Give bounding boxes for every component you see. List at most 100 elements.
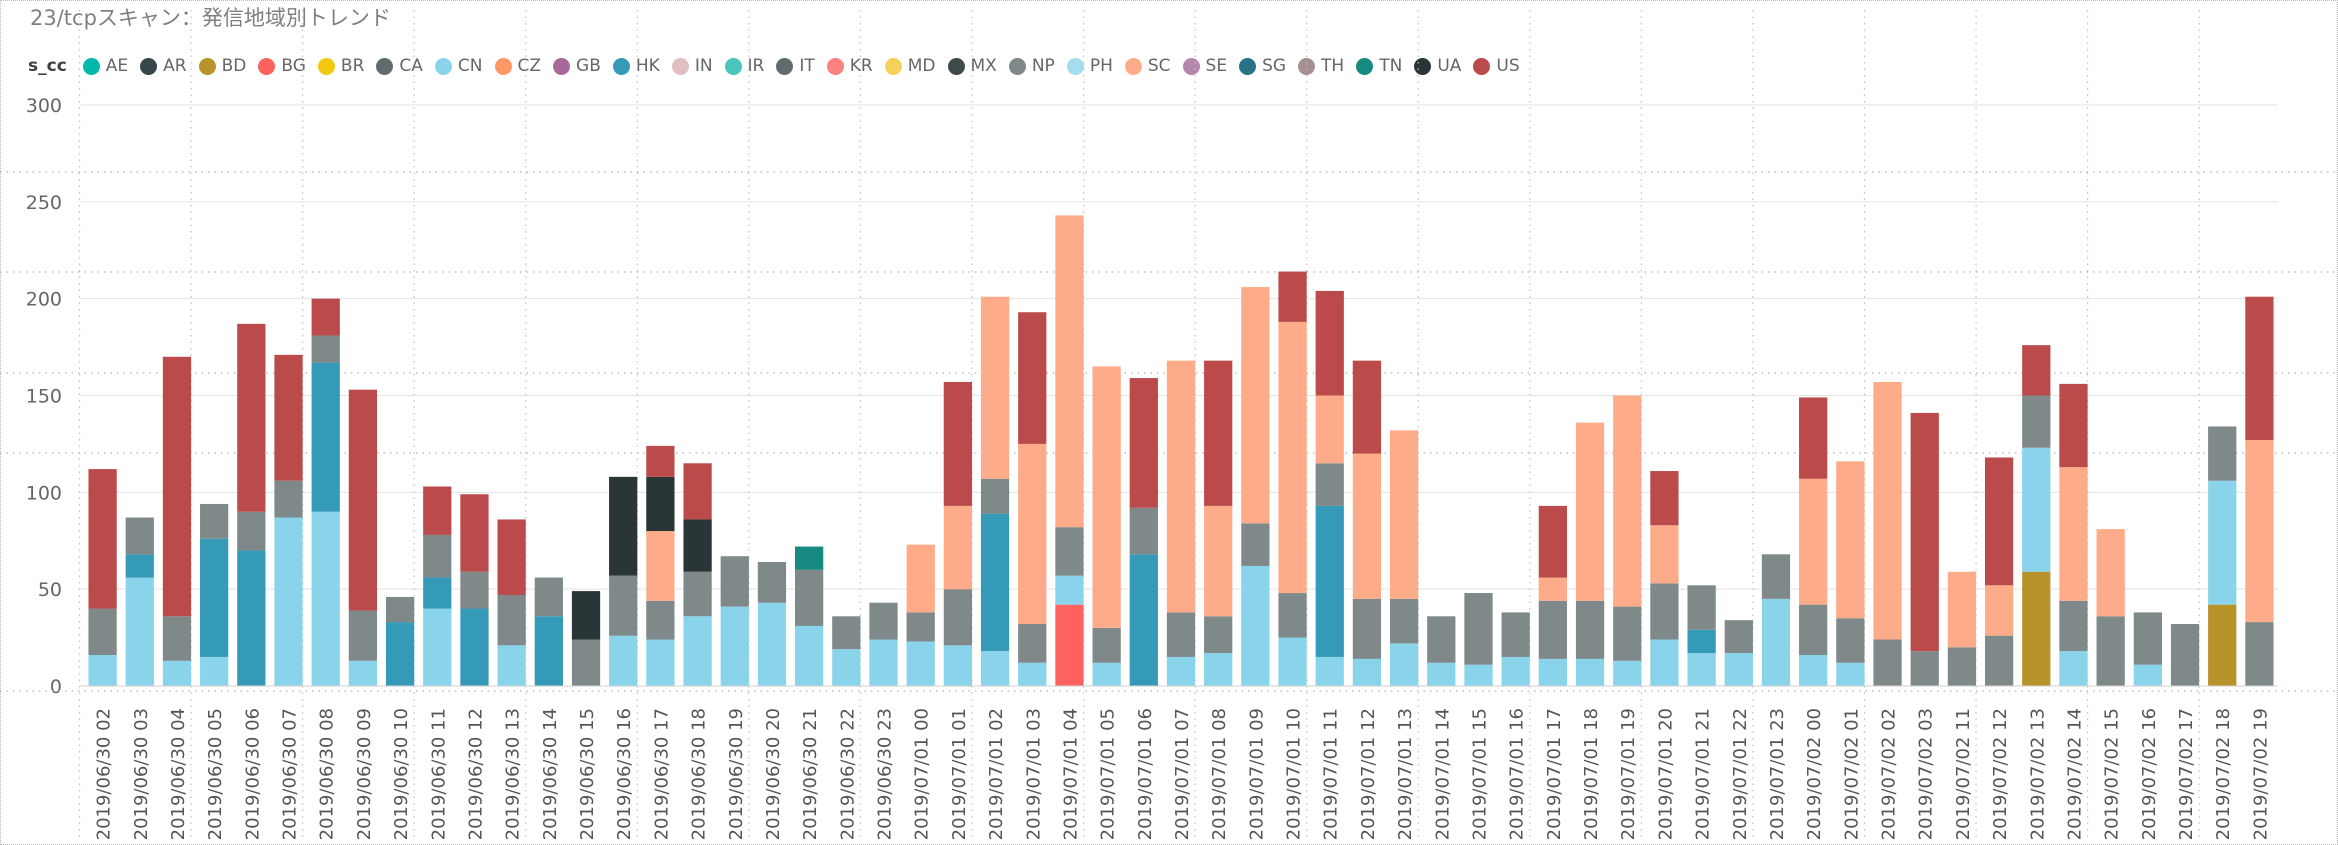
bar-stack[interactable]	[88, 469, 117, 686]
bar-segment-np[interactable]	[1873, 639, 1902, 686]
bar-segment-np[interactable]	[1687, 585, 1716, 630]
bar-segment-sc[interactable]	[1947, 571, 1977, 648]
bar-segment-hk[interactable]	[534, 616, 563, 686]
bar-segment-us[interactable]	[2059, 383, 2088, 468]
bar-segment-np[interactable]	[162, 616, 192, 661]
bar-segment-cn[interactable]	[795, 625, 824, 686]
legend-entry-mx[interactable]: MX	[947, 56, 997, 76]
bar-segment-np[interactable]	[1836, 618, 1865, 663]
bar-segment-sc[interactable]	[980, 296, 1010, 479]
bar-segment-cn[interactable]	[2133, 664, 2162, 686]
bar-segment-np[interactable]	[1055, 527, 1084, 576]
bar-stack[interactable]	[1613, 395, 1642, 687]
bar-stack[interactable]	[1761, 554, 1791, 686]
bar-segment-np[interactable]	[906, 612, 935, 642]
bar-segment-np[interactable]	[1613, 606, 1642, 661]
bar-segment-us[interactable]	[348, 389, 378, 611]
bar-segment-sc[interactable]	[1873, 381, 1902, 640]
bar-segment-us[interactable]	[88, 469, 117, 609]
legend-entry-tn[interactable]: TN	[1356, 56, 1402, 76]
bar-segment-sc[interactable]	[1352, 453, 1382, 599]
bar-stack[interactable]	[534, 577, 563, 686]
bar-segment-cn[interactable]	[2208, 480, 2237, 605]
legend-entry-se[interactable]: SE	[1182, 56, 1227, 76]
bar-segment-np[interactable]	[2245, 622, 2274, 686]
bar-segment-np[interactable]	[534, 577, 563, 617]
bar-stack[interactable]	[1278, 271, 1307, 686]
bar-segment-np[interactable]	[1799, 604, 1828, 656]
bar-segment-sc[interactable]	[1538, 577, 1567, 601]
bar-segment-np[interactable]	[980, 478, 1010, 514]
bar-stack[interactable]	[980, 296, 1010, 686]
bar-segment-np[interactable]	[943, 589, 973, 646]
bar-segment-cn[interactable]	[1650, 639, 1679, 686]
legend-entry-in[interactable]: IN	[671, 56, 713, 76]
bar-segment-np[interactable]	[274, 480, 303, 518]
bar-segment-cn[interactable]	[832, 649, 861, 686]
bar-segment-hk[interactable]	[980, 513, 1010, 652]
bar-segment-cn[interactable]	[609, 635, 638, 686]
bar-segment-sc[interactable]	[1204, 505, 1233, 617]
legend-entry-cz[interactable]: CZ	[494, 56, 541, 76]
bar-segment-np[interactable]	[88, 608, 117, 656]
bar-stack[interactable]	[1687, 585, 1716, 686]
bar-segment-cn[interactable]	[980, 651, 1010, 686]
legend-entry-gb[interactable]: GB	[553, 56, 601, 76]
bar-segment-np[interactable]	[757, 562, 787, 603]
bar-stack[interactable]	[1799, 397, 1828, 686]
bar-segment-np[interactable]	[1315, 463, 1344, 506]
bar-stack[interactable]	[943, 381, 973, 686]
bar-segment-us[interactable]	[1910, 412, 1939, 652]
legend-entry-ca[interactable]: CA	[376, 56, 423, 76]
bar-stack[interactable]	[1352, 360, 1382, 686]
bar-segment-us[interactable]	[1352, 360, 1382, 454]
bar-segment-hk[interactable]	[423, 577, 452, 609]
bar-segment-cn[interactable]	[1761, 598, 1791, 686]
bar-segment-sc[interactable]	[1092, 366, 1121, 628]
bar-stack[interactable]	[832, 616, 861, 686]
bar-segment-cn[interactable]	[1278, 637, 1307, 686]
bar-segment-np[interactable]	[237, 511, 266, 551]
bar-segment-np[interactable]	[497, 594, 526, 646]
bar-segment-np[interactable]	[1018, 624, 1047, 663]
bar-segment-np[interactable]	[869, 602, 898, 640]
bar-segment-us[interactable]	[237, 323, 266, 512]
bar-stack[interactable]	[1984, 457, 2014, 686]
bar-segment-np[interactable]	[720, 556, 749, 607]
bar-segment-np[interactable]	[1984, 635, 2014, 686]
bar-segment-hk[interactable]	[1129, 554, 1158, 686]
bar-segment-cn[interactable]	[423, 608, 452, 686]
bar-segment-cn[interactable]	[88, 655, 117, 686]
bar-stack[interactable]	[683, 463, 712, 686]
bar-segment-cn[interactable]	[311, 511, 340, 686]
bar-segment-hk[interactable]	[311, 362, 340, 512]
bar-segment-cn[interactable]	[1464, 664, 1493, 686]
bar-stack[interactable]	[1315, 290, 1344, 686]
bar-segment-sc[interactable]	[1575, 422, 1605, 601]
bar-segment-cn[interactable]	[869, 639, 898, 686]
bar-stack[interactable]	[609, 476, 638, 686]
bar-segment-np[interactable]	[2022, 395, 2051, 448]
bar-segment-cn[interactable]	[1315, 656, 1344, 686]
bar-stack[interactable]	[1873, 381, 1902, 686]
bar-segment-cn[interactable]	[497, 645, 526, 686]
bar-segment-np[interactable]	[1761, 554, 1791, 599]
bar-segment-np[interactable]	[683, 571, 712, 617]
bar-segment-sc[interactable]	[1799, 478, 1828, 605]
bar-segment-cn[interactable]	[646, 639, 675, 686]
legend-entry-md[interactable]: MD	[884, 56, 936, 76]
bar-stack[interactable]	[1724, 620, 1753, 686]
bar-stack[interactable]	[348, 389, 378, 686]
legend-entry-ph[interactable]: PH	[1066, 56, 1113, 76]
legend-entry-cn[interactable]: CN	[434, 56, 483, 76]
bar-segment-cn[interactable]	[1166, 656, 1196, 686]
bar-segment-sc[interactable]	[1650, 525, 1679, 584]
bar-stack[interactable]	[1092, 366, 1121, 686]
bar-segment-cn[interactable]	[1836, 662, 1865, 686]
bar-stack[interactable]	[274, 354, 303, 686]
bar-stack[interactable]	[869, 602, 898, 686]
bar-stack[interactable]	[2170, 624, 2200, 686]
legend-entry-sc[interactable]: SC	[1124, 56, 1171, 76]
bar-segment-sc[interactable]	[2096, 529, 2125, 617]
bar-stack[interactable]	[125, 517, 154, 686]
